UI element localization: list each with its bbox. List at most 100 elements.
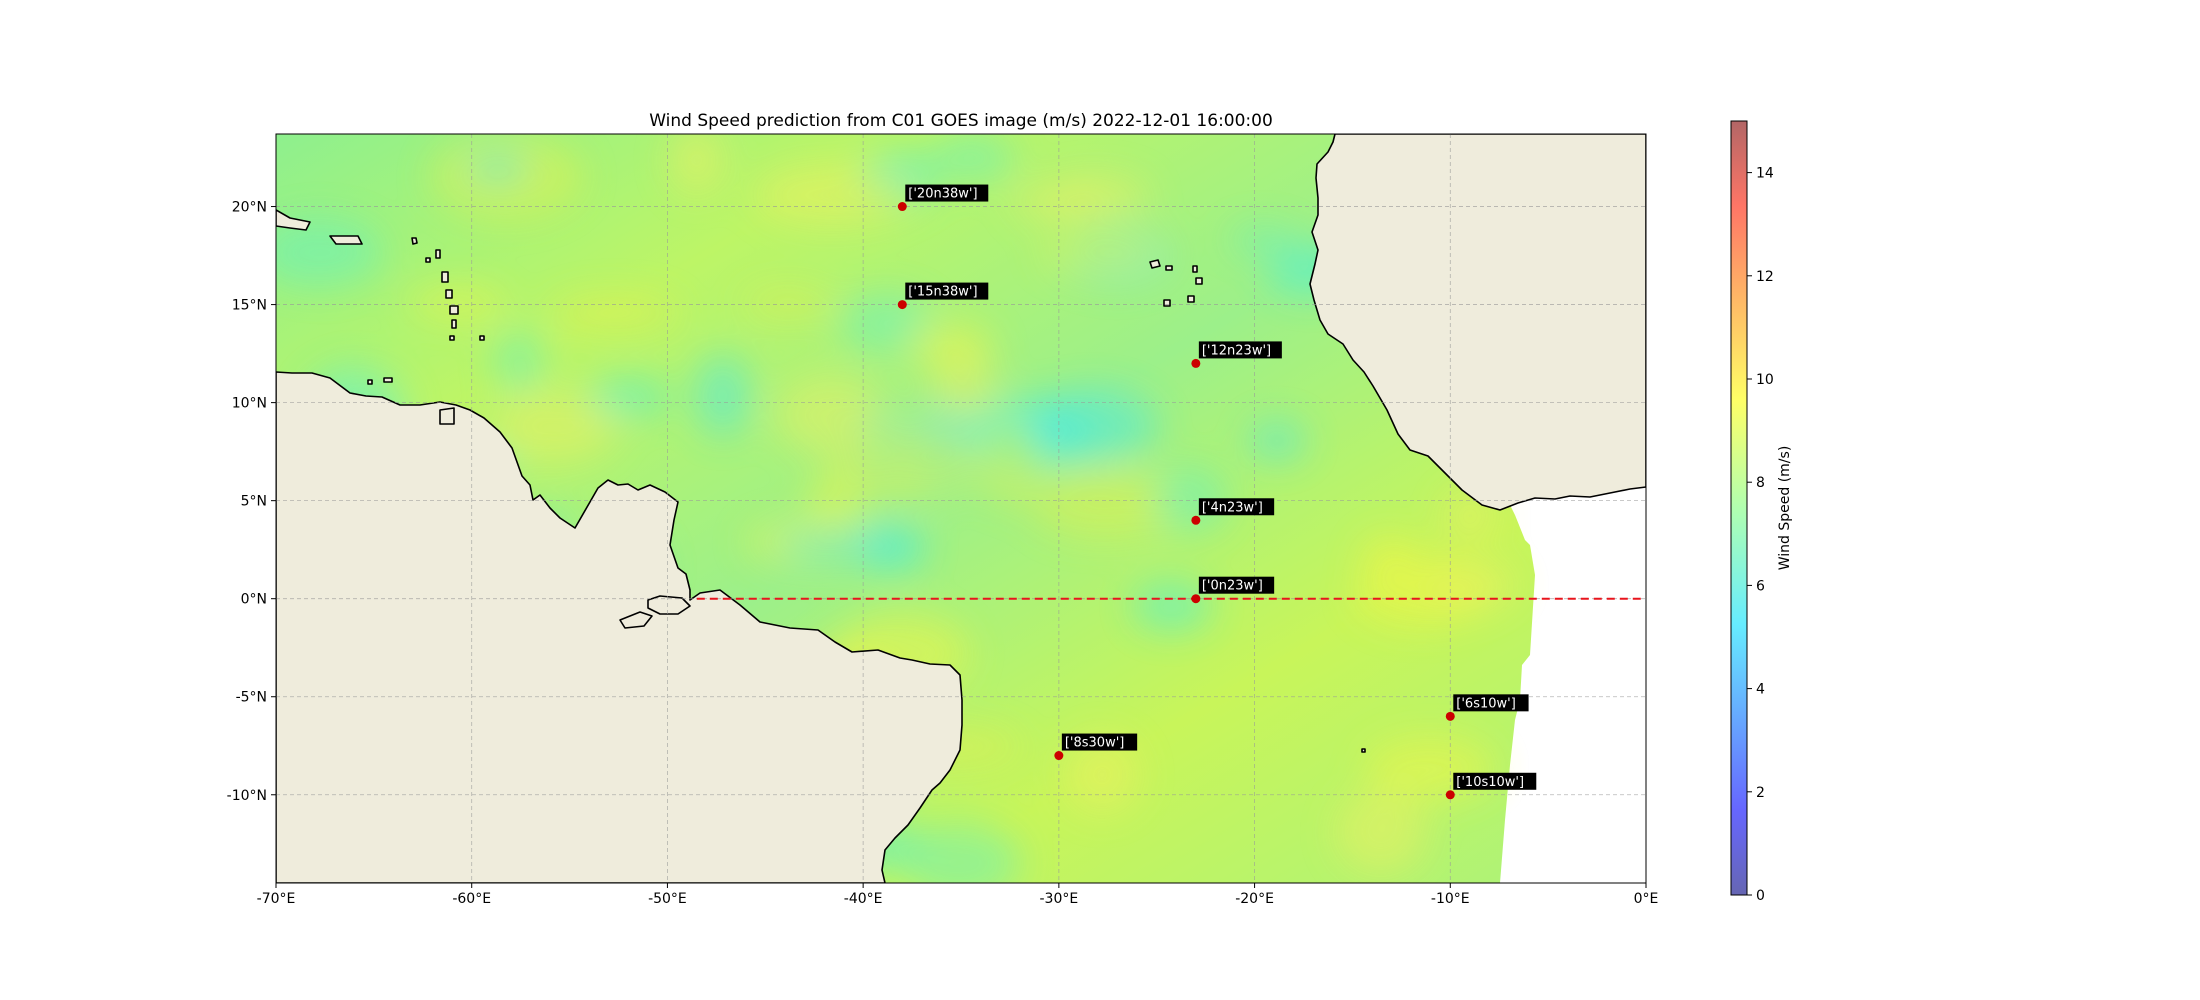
cape-verde-island-3 [1192,265,1198,273]
buoy-label-box [1198,576,1275,594]
latitude-tick-label: 5°N [241,494,267,510]
island-small-3 [435,249,441,259]
wind-patch [741,287,835,318]
wind-patch [467,152,527,182]
buoy-label-box [1453,772,1537,790]
latitude-tick-label: 0°N [241,592,267,608]
wind-patch [776,526,926,562]
wind-patch [906,322,995,365]
buoy-label-box [905,282,989,300]
wind-patch [586,378,673,417]
buoy-label: ['20n38w'] [908,187,977,202]
wind-patch [1064,735,1140,814]
buoy-label-box [1198,498,1275,516]
wind-patch [929,134,1015,183]
wind-patch [1038,233,1163,272]
wind-patch [668,134,725,197]
island-small-1 [411,237,418,245]
buoy-marker [1445,711,1455,721]
island-small-4 [441,271,449,283]
land-masses [276,134,1646,883]
latitude-tick-label: 20°N [232,200,267,216]
longitude-tick-label: -50°E [648,891,687,907]
latitude-tick-label: -10°N [227,788,267,804]
wind-patch [548,294,681,331]
wind-patch [1247,420,1307,462]
colorbar-tick-label: 14 [1756,166,1774,182]
buoy-marker [1445,790,1455,800]
longitude-tick-label: -70°E [257,891,296,907]
colorbar-tick-label: 6 [1756,578,1765,594]
buoy-label: ['10s10w'] [1456,775,1524,790]
latitude-tick-label: -5°N [236,690,267,706]
island-small-8 [449,335,455,341]
buoy-label-box [1198,341,1282,359]
wind-patch [1029,469,1180,539]
latitude-axis: 20°N 15°N 10°N 5°N 0°N -5°N -10°N [227,200,276,804]
buoy-marker [1054,751,1064,761]
longitude-tick-label: -20°E [1235,891,1274,907]
colorbar-label: Wind Speed (m/s) [1777,446,1793,571]
longitude-axis: -70°E -60°E -50°E -40°E -30°E -20°E -10°E 0°E [257,883,1659,907]
buoy-label: ['4n23w'] [1202,500,1263,515]
buoy-label: ['12n23w'] [1202,343,1271,358]
buoy-marker [897,202,907,212]
wind-patch [693,353,752,438]
wind-patch [900,823,1021,883]
cape-verde-island-1 [1149,259,1161,269]
buoy-marker [1191,515,1201,525]
colorbar-frame [1730,120,1748,896]
colorbar-tick-label: 4 [1756,682,1765,698]
cape-verde-island-4 [1195,277,1203,285]
wind-patch [834,428,982,500]
wind-patch [491,391,618,464]
wind-patch [753,164,911,226]
wind-patch [1010,185,1105,221]
cape-verde-island-2 [1165,265,1173,271]
latitude-tick-label: 10°N [232,396,267,412]
island-small-9 [479,335,485,341]
buoy-label: ['8s30w'] [1065,736,1125,751]
wind-patch [1153,466,1229,533]
wind-patch [1026,388,1159,464]
ascension-island [1361,748,1366,753]
wind-patch [276,217,384,288]
longitude-tick-label: -60°E [452,891,491,907]
buoy-label-box [1061,733,1138,751]
map-frame [275,133,1647,884]
island-small-6 [449,305,459,315]
island-small-10 [383,377,393,383]
buoy-marker [1191,358,1201,368]
buoy-markers: ['20n38w'] ['15n38w'] ['12n23w'] ['4n23w'] [… [897,184,1537,800]
buoy-marker [1191,594,1201,604]
wind-patch [1334,789,1427,875]
island-small-11 [367,379,373,385]
buoy-label-box [1453,694,1529,712]
island-small-5 [445,289,453,299]
colorbar-ticks: 0 2 4 6 8 10 12 14 [1747,166,1774,904]
map-title: Wind Speed prediction from C01 GOES imag… [649,111,1273,131]
wind-patch [1132,581,1212,632]
latitude-tick-label: 15°N [232,298,267,314]
buoy-marker [897,300,907,310]
longitude-tick-label: 0°E [1634,891,1659,907]
cape-verde-island-6 [1187,295,1195,303]
longitude-tick-label: -40°E [844,891,883,907]
colorbar-tick-label: 8 [1756,475,1765,491]
colorbar-tick-label: 10 [1756,372,1774,388]
colorbar-fill [1731,121,1747,895]
delta-island [619,611,653,629]
colorbar-tick-label: 12 [1756,269,1774,285]
cape-verde-island-5 [1163,299,1171,307]
buoy-label-box [905,184,989,202]
wind-patch [407,286,508,321]
puerto-rico-island [329,235,363,245]
colorbar: 0 2 4 6 8 10 12 14 Wind Speed (m/s) [1730,120,1793,904]
wind-patch [1228,225,1297,254]
colorbar-tick-label: 2 [1756,785,1765,801]
island-small-2 [425,257,431,263]
buoy-label: ['0n23w'] [1202,579,1263,594]
africa-landmass [1309,134,1646,511]
wind-patch [1429,560,1517,609]
